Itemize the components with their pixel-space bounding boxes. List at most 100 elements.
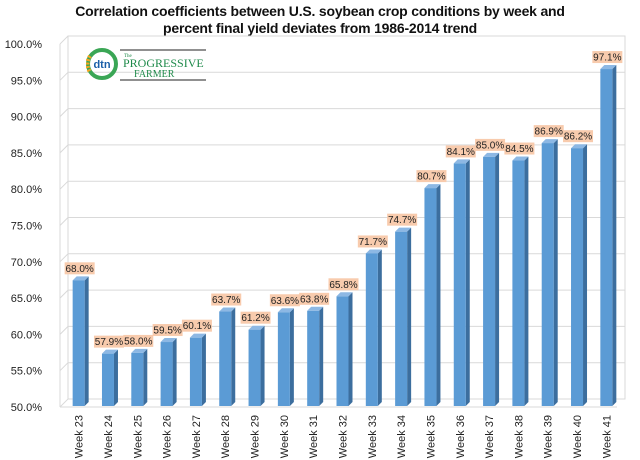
bar bbox=[248, 325, 265, 406]
bar-side bbox=[524, 156, 529, 406]
data-label-bg bbox=[93, 335, 124, 348]
chart-title-line-2: percent final yield deviates from 1986-2… bbox=[163, 20, 477, 36]
bar-front bbox=[219, 311, 232, 406]
bar-side bbox=[231, 307, 236, 406]
data-labels: 68.0% 57.9% 58.0%59.5% 60.1% 63.7%61.2%63.6%… bbox=[64, 51, 623, 348]
bar-side bbox=[289, 308, 294, 406]
y-tick-label: 95.0% bbox=[11, 75, 42, 87]
data-label-text: 61.2% bbox=[241, 313, 269, 324]
y-tick-label: 85.0% bbox=[11, 148, 42, 160]
logo-brand-line-1: PROGRESSIVE bbox=[123, 56, 204, 70]
bar bbox=[307, 306, 324, 406]
gridline-depth bbox=[59, 108, 69, 117]
bar-side bbox=[319, 306, 324, 406]
x-tick-label: Week 39 bbox=[543, 415, 555, 458]
data-label-text: 63.6% bbox=[271, 296, 299, 307]
data-label-text: 57.9% bbox=[95, 337, 123, 348]
bar-front bbox=[424, 188, 437, 406]
bar-top bbox=[453, 159, 470, 164]
bar-front bbox=[600, 69, 613, 406]
x-tick-label: Week 27 bbox=[191, 415, 203, 458]
bar bbox=[365, 249, 382, 406]
data-label-bg bbox=[64, 262, 95, 275]
data-label: 80.7% bbox=[416, 170, 447, 183]
bar bbox=[453, 159, 470, 406]
bar bbox=[160, 338, 177, 406]
data-label: 68.0% bbox=[64, 262, 95, 275]
data-label-bg bbox=[181, 319, 212, 332]
bar-side bbox=[260, 325, 265, 406]
bar-top bbox=[571, 144, 588, 149]
bar-front bbox=[248, 329, 261, 406]
x-axis: Week 23 Week 24 Week 25 Week 26 Week 27 Week … bbox=[74, 415, 614, 458]
bar bbox=[277, 308, 294, 406]
x-tick-label: Week 24 bbox=[103, 415, 115, 458]
bar bbox=[219, 307, 236, 406]
bar-front bbox=[453, 163, 466, 406]
data-label-text: 74.7% bbox=[388, 215, 416, 226]
x-tick-label: Week 35 bbox=[425, 415, 437, 458]
bar-top bbox=[307, 306, 324, 311]
y-tick-label: 80.0% bbox=[11, 184, 42, 196]
data-label: 97.1% bbox=[592, 51, 623, 64]
bar-front bbox=[72, 280, 85, 406]
gridline-depth bbox=[59, 35, 69, 45]
bar-top bbox=[512, 156, 529, 161]
gridline-depth bbox=[59, 144, 69, 154]
bar-top bbox=[189, 333, 206, 338]
gridline-depth bbox=[59, 289, 69, 299]
bar-front bbox=[512, 160, 525, 406]
bar-front bbox=[483, 156, 496, 406]
x-tick-label: Week 28 bbox=[220, 415, 232, 458]
bar-side bbox=[84, 276, 89, 406]
logo-brand-line-2: FARMER bbox=[134, 69, 175, 80]
gridline-depth bbox=[59, 398, 69, 408]
bar-side bbox=[348, 292, 353, 406]
data-label-text: 71.7% bbox=[359, 237, 387, 248]
bar-side bbox=[201, 333, 206, 406]
bar-top bbox=[160, 338, 177, 343]
data-label-text: 84.5% bbox=[505, 144, 533, 155]
bar-side bbox=[553, 139, 558, 406]
bar-front bbox=[365, 253, 378, 406]
data-label-bg bbox=[445, 145, 476, 158]
data-label-bg bbox=[299, 292, 330, 305]
y-tick-label: 50.0% bbox=[11, 402, 42, 414]
data-label-bg bbox=[533, 125, 564, 138]
bar bbox=[131, 348, 148, 406]
dtn-logo-icon: dtn bbox=[86, 48, 118, 80]
data-label: 63.7% bbox=[211, 293, 242, 306]
gridline-depth bbox=[59, 253, 69, 263]
data-label-bg bbox=[504, 142, 535, 155]
bar-top bbox=[248, 325, 265, 330]
data-label-text: 68.0% bbox=[65, 264, 93, 275]
bars bbox=[72, 65, 617, 407]
data-label-bg bbox=[563, 130, 594, 143]
bar bbox=[541, 139, 558, 406]
data-label-bg bbox=[269, 294, 300, 307]
bar-top bbox=[131, 348, 148, 353]
data-label: 85.0% bbox=[475, 138, 506, 151]
y-tick-label: 65.0% bbox=[11, 293, 42, 305]
bar-side bbox=[143, 348, 148, 406]
data-label-text: 60.1% bbox=[183, 321, 211, 332]
x-tick-label: Week 38 bbox=[513, 415, 525, 458]
data-label-text: 80.7% bbox=[417, 172, 445, 183]
y-tick-label: 75.0% bbox=[11, 221, 42, 233]
y-axis: 50.0% 55.0% 60.0% 65.0% 70.0% 75.0% 80.0% 85.0%… bbox=[5, 39, 43, 414]
bar-front bbox=[307, 310, 320, 406]
y-tick-label: 70.0% bbox=[11, 257, 42, 269]
bar-top bbox=[541, 139, 558, 144]
bar-top bbox=[424, 184, 441, 189]
gridline-depth bbox=[59, 326, 69, 335]
x-tick-label: Week 31 bbox=[308, 415, 320, 458]
x-tick-label: Week 26 bbox=[162, 415, 174, 458]
bar-front bbox=[541, 143, 554, 406]
bar-side bbox=[495, 152, 500, 406]
dtn-progressive-farmer-logo: dtn The PROGRESSIVE FARMER bbox=[86, 48, 206, 81]
bar-front bbox=[336, 296, 349, 406]
bar bbox=[101, 349, 118, 406]
x-tick-label: Week 40 bbox=[572, 415, 584, 458]
data-label-bg bbox=[387, 213, 418, 226]
bar-front bbox=[131, 352, 144, 406]
